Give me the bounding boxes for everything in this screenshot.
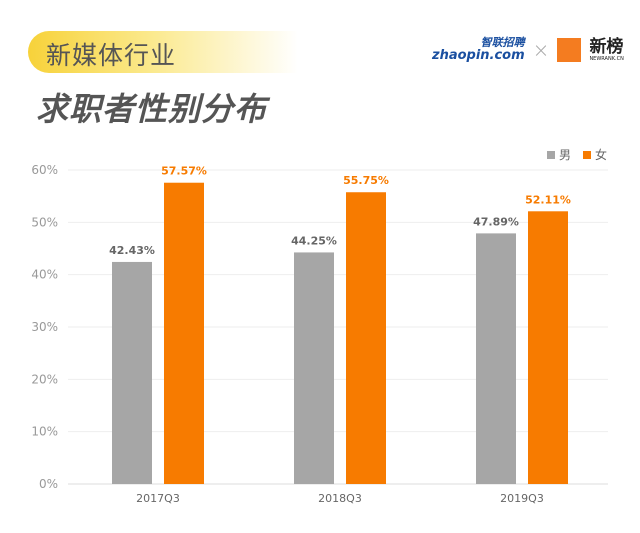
y-tick-label: 60% [31, 163, 58, 177]
legend-swatch-male [546, 150, 555, 159]
newrank-logo-icon [557, 38, 582, 62]
bar-female [346, 192, 386, 484]
x-tick-label: 2019Q3 [500, 492, 544, 505]
legend-label-male: 男 [558, 148, 571, 162]
data-label: 47.89% [473, 215, 519, 228]
bar-male [112, 261, 152, 484]
y-tick-label: 50% [31, 215, 58, 229]
bar-female [528, 211, 568, 484]
logos: 智联招聘 zhaopin.com × 新榜 NEWRANK.CN [432, 30, 624, 70]
zhaopin-logo-en: zhaopin.com [432, 47, 525, 63]
y-tick-label: 30% [31, 320, 58, 334]
bar-male [294, 252, 334, 484]
bar-female [164, 182, 204, 485]
zhaopin-logo-cn: 智联招聘 [480, 35, 525, 49]
industry-label: 新媒体行业 [46, 41, 177, 70]
newrank-logo-en: NEWRANK.CN [589, 55, 624, 62]
legend-item-male: 男 [546, 146, 571, 163]
chart-title: 求职者性别分布 [36, 90, 268, 128]
legend-item-female: 女 [582, 146, 607, 163]
zhaopin-logo: 智联招聘 zhaopin.com [432, 35, 525, 63]
legend-label-female: 女 [594, 148, 607, 162]
data-label: 55.75% [343, 174, 389, 187]
separator: × [532, 38, 550, 62]
newrank-logo: 新榜 NEWRANK.CN [589, 38, 623, 62]
title-banner [28, 31, 298, 73]
x-tick-label: 2018Q3 [318, 492, 362, 505]
legend-swatch-female [582, 150, 591, 159]
legend: 男 女 [546, 146, 607, 163]
y-tick-label: 10% [31, 425, 58, 439]
y-tick-label: 40% [31, 268, 58, 282]
newrank-logo-cn: 新榜 [589, 36, 624, 57]
bar-male [476, 233, 516, 484]
y-tick-label: 20% [31, 372, 58, 386]
data-label: 42.43% [109, 244, 155, 257]
y-tick-label: 0% [39, 477, 58, 491]
data-label: 57.57% [161, 165, 207, 178]
data-label: 52.11% [525, 193, 571, 206]
data-label: 44.25% [291, 234, 337, 247]
x-tick-label: 2017Q3 [136, 492, 180, 505]
